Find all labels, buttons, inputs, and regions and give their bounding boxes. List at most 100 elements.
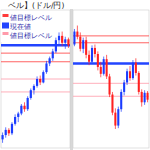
current-value-line <box>73 62 149 65</box>
candle-wick <box>86 37 87 59</box>
chart-canvas: ベル】(ドル/円) 値目標レベル現在値値目標レベル <box>0 0 150 150</box>
candle-body <box>5 130 7 135</box>
candle-wick <box>121 89 122 111</box>
candle-wick <box>27 96 28 111</box>
candle-body <box>106 59 108 76</box>
candle-body <box>58 36 60 40</box>
legend-label: 値目標レベル <box>10 32 52 40</box>
candle-wick <box>103 57 104 76</box>
candle-wick <box>109 74 110 97</box>
candle-body <box>114 113 116 126</box>
candle-body <box>91 48 93 62</box>
candle-body <box>67 39 69 45</box>
target-level-line <box>73 96 149 97</box>
candle-wick <box>112 92 113 115</box>
candle-wick <box>100 62 101 78</box>
candle-wick <box>30 88 31 99</box>
legend-swatch <box>3 23 9 28</box>
candle-body <box>61 36 63 43</box>
candle-wick <box>11 122 12 135</box>
candle-body <box>39 79 41 82</box>
candle-wick <box>62 32 63 47</box>
candle-wick <box>5 127 6 137</box>
candle-body <box>100 67 102 74</box>
candle-wick <box>46 61 47 74</box>
target-level-line <box>1 79 70 80</box>
candle-wick <box>18 112 19 122</box>
candle-wick <box>43 70 44 83</box>
panel-separator <box>70 9 73 150</box>
candle-wick <box>94 45 95 58</box>
candle-body <box>1 135 3 139</box>
candle-wick <box>37 76 38 87</box>
candle-body <box>27 98 29 109</box>
candle-body <box>14 117 16 124</box>
candle-wick <box>33 84 34 94</box>
candle-wick <box>52 49 53 61</box>
legend-swatch <box>3 14 9 17</box>
candle-wick <box>106 55 107 79</box>
candle-body <box>55 40 57 51</box>
target-level-line <box>73 83 149 84</box>
candle-body <box>73 32 75 45</box>
candle-body <box>23 106 25 109</box>
candle-body <box>126 71 128 82</box>
candle-body <box>94 48 96 54</box>
candle-wick <box>55 38 56 54</box>
candle-body <box>123 82 125 91</box>
candle-wick <box>49 57 50 66</box>
candle-wick <box>15 114 16 125</box>
background <box>0 0 150 150</box>
plot-area <box>73 26 149 129</box>
candle-wick <box>115 108 116 129</box>
chart-title: ベル】(ドル/円) <box>8 1 64 10</box>
candle-body <box>129 71 131 78</box>
candle-body <box>49 58 51 63</box>
candle-wick <box>132 60 133 80</box>
candle-body <box>97 54 99 67</box>
candle-wick <box>138 71 139 94</box>
target-level-line <box>1 61 70 62</box>
target-level-line <box>1 53 70 54</box>
legend-swatch <box>3 32 9 35</box>
candle-body <box>85 40 87 55</box>
current-value-line <box>1 44 70 47</box>
legend-box <box>1 11 53 42</box>
candle-wick <box>147 91 148 102</box>
candle-body <box>79 37 81 49</box>
candle-body <box>138 73 140 92</box>
target-level-line <box>73 35 149 36</box>
candle-wick <box>65 37 66 49</box>
candle-wick <box>2 132 3 142</box>
legend-label: 値目標レベル <box>10 14 52 22</box>
candle-body <box>11 124 13 133</box>
candle-wick <box>89 51 90 66</box>
candle-body <box>8 130 10 133</box>
plot-frame <box>1 10 70 148</box>
candle-wick <box>24 102 25 111</box>
candle-body <box>52 51 54 58</box>
candle-wick <box>144 90 145 105</box>
candle-body <box>17 114 19 117</box>
candle-body <box>64 39 66 42</box>
plot-frame <box>73 10 149 148</box>
candle-wick <box>21 104 22 115</box>
candle-body <box>111 95 113 113</box>
candle-wick <box>68 38 69 48</box>
candle-body <box>103 59 105 74</box>
candle-body <box>20 106 22 114</box>
legend-label: 現在値 <box>10 23 31 31</box>
candle-wick <box>127 69 128 85</box>
candle-body <box>88 55 90 62</box>
candle-wick <box>141 89 142 106</box>
candle-wick <box>8 128 9 136</box>
candle-body <box>132 63 134 79</box>
candle-body <box>33 86 35 90</box>
candle-body <box>42 72 44 82</box>
candle-body <box>45 63 47 72</box>
candle-body <box>147 93 149 100</box>
target-level-line <box>1 91 70 92</box>
candle-wick <box>80 32 81 51</box>
target-level-line <box>73 42 149 43</box>
candle-wick <box>92 45 93 63</box>
